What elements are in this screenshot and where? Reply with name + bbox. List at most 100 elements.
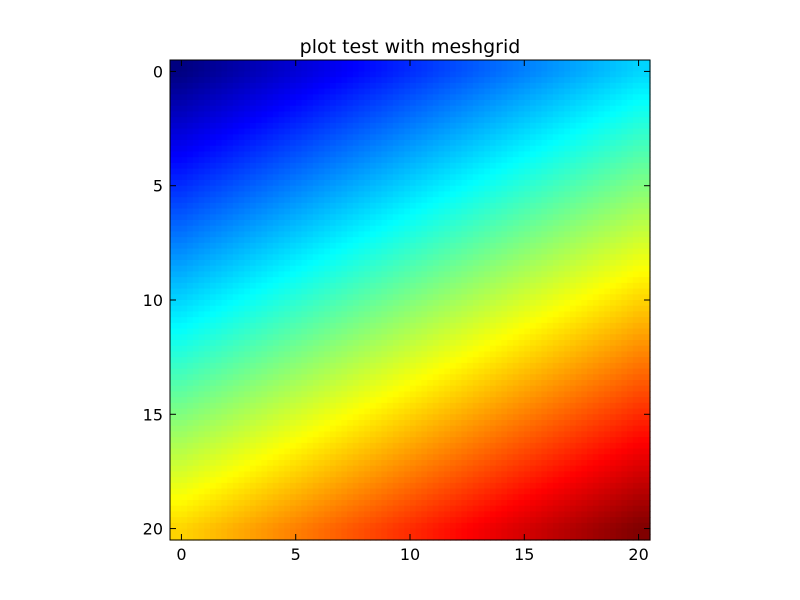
heatmap-cell — [295, 277, 303, 284]
heatmap-cell — [621, 82, 628, 90]
heatmap-cell — [307, 82, 314, 90]
heatmap-cell — [461, 351, 468, 358]
heatmap-cell — [547, 345, 554, 353]
heatmap-cell — [421, 311, 428, 318]
heatmap-cell — [541, 191, 548, 198]
heatmap-cell — [187, 174, 194, 181]
heatmap-cell — [472, 191, 480, 198]
heatmap-cell — [467, 128, 474, 135]
heatmap-cell — [427, 197, 434, 204]
heatmap-cell — [604, 71, 611, 78]
heatmap-cell — [232, 311, 240, 318]
heatmap-cell — [621, 231, 628, 238]
heatmap-cell — [581, 391, 588, 398]
heatmap-cell — [570, 71, 577, 78]
heatmap-cell — [455, 328, 463, 335]
heatmap-cell — [278, 357, 285, 364]
heatmap-cell — [467, 220, 474, 227]
heatmap-cell — [570, 140, 577, 147]
heatmap-cell — [604, 162, 611, 170]
heatmap-cell — [250, 134, 257, 141]
heatmap-cell — [381, 88, 388, 95]
heatmap-cell — [398, 105, 405, 113]
heatmap-cell — [295, 94, 303, 101]
heatmap-cell — [501, 368, 508, 375]
heatmap-cell — [335, 60, 343, 67]
heatmap-cell — [541, 248, 548, 255]
heatmap-cell — [392, 288, 400, 295]
heatmap-cell — [518, 202, 525, 210]
heatmap-cell — [358, 65, 365, 73]
heatmap-cell — [404, 265, 411, 273]
heatmap-cell — [644, 305, 651, 313]
heatmap-cell — [290, 368, 297, 375]
heatmap-cell — [644, 214, 651, 221]
heatmap-cell — [272, 214, 280, 221]
heatmap-cell — [592, 168, 600, 175]
heatmap-cell — [204, 345, 211, 353]
heatmap-cell — [215, 140, 223, 147]
heatmap-cell — [370, 145, 377, 153]
heatmap-cell — [564, 294, 571, 301]
heatmap-cell — [638, 134, 645, 141]
heatmap-cell — [530, 265, 537, 273]
heatmap-cell — [524, 71, 531, 78]
heatmap-cell — [427, 94, 434, 101]
heatmap-cell — [484, 157, 491, 164]
heatmap-cell — [284, 340, 291, 347]
heatmap-cell — [632, 220, 640, 227]
heatmap-cell — [472, 282, 480, 290]
heatmap-cell — [410, 94, 417, 101]
heatmap-cell — [198, 397, 205, 404]
heatmap-cell — [604, 208, 611, 215]
heatmap-cell — [244, 294, 251, 301]
heatmap-cell — [410, 117, 417, 124]
heatmap-cell — [410, 220, 417, 227]
heatmap-cell — [530, 117, 537, 124]
heatmap-cell — [250, 77, 257, 84]
heatmap-cell — [330, 300, 337, 307]
heatmap-cell — [398, 162, 405, 170]
heatmap-cell — [455, 180, 463, 187]
heatmap-cell — [547, 208, 554, 215]
heatmap-cell — [644, 180, 651, 187]
heatmap-cell — [455, 151, 463, 158]
heatmap-cell — [547, 311, 554, 318]
heatmap-cell — [272, 248, 280, 255]
heatmap-cell — [507, 300, 514, 307]
heatmap-cell — [450, 391, 457, 398]
heatmap-cell — [472, 105, 480, 113]
heatmap-cell — [490, 214, 497, 221]
heatmap-cell — [472, 305, 480, 313]
heatmap-cell — [638, 288, 645, 295]
heatmap-cell — [250, 254, 257, 261]
heatmap-cell — [450, 374, 457, 381]
heatmap-cell — [558, 248, 565, 255]
heatmap-cell — [347, 380, 354, 387]
heatmap-cell — [621, 300, 628, 307]
heatmap-cell — [284, 145, 291, 153]
heatmap-cell — [530, 260, 537, 267]
heatmap-cell — [512, 151, 520, 158]
heatmap-cell — [490, 151, 497, 158]
heatmap-cell — [512, 82, 520, 90]
heatmap-cell — [490, 237, 497, 244]
heatmap-cell — [175, 391, 183, 398]
heatmap-cell — [472, 111, 480, 118]
heatmap-cell — [290, 214, 297, 221]
heatmap-cell — [290, 185, 297, 193]
heatmap-cell — [227, 88, 234, 95]
heatmap-cell — [604, 277, 611, 284]
heatmap-cell — [370, 100, 377, 107]
heatmap-cell — [518, 100, 525, 107]
heatmap-cell — [341, 237, 348, 244]
heatmap-cell — [512, 345, 520, 353]
heatmap-cell — [644, 260, 651, 267]
heatmap-cell — [255, 311, 263, 318]
heatmap-cell — [181, 340, 188, 347]
heatmap-cell — [250, 380, 257, 387]
heatmap-cell — [444, 197, 451, 204]
heatmap-cell — [198, 134, 205, 141]
heatmap-cell — [507, 311, 514, 318]
heatmap-cell — [398, 82, 405, 90]
